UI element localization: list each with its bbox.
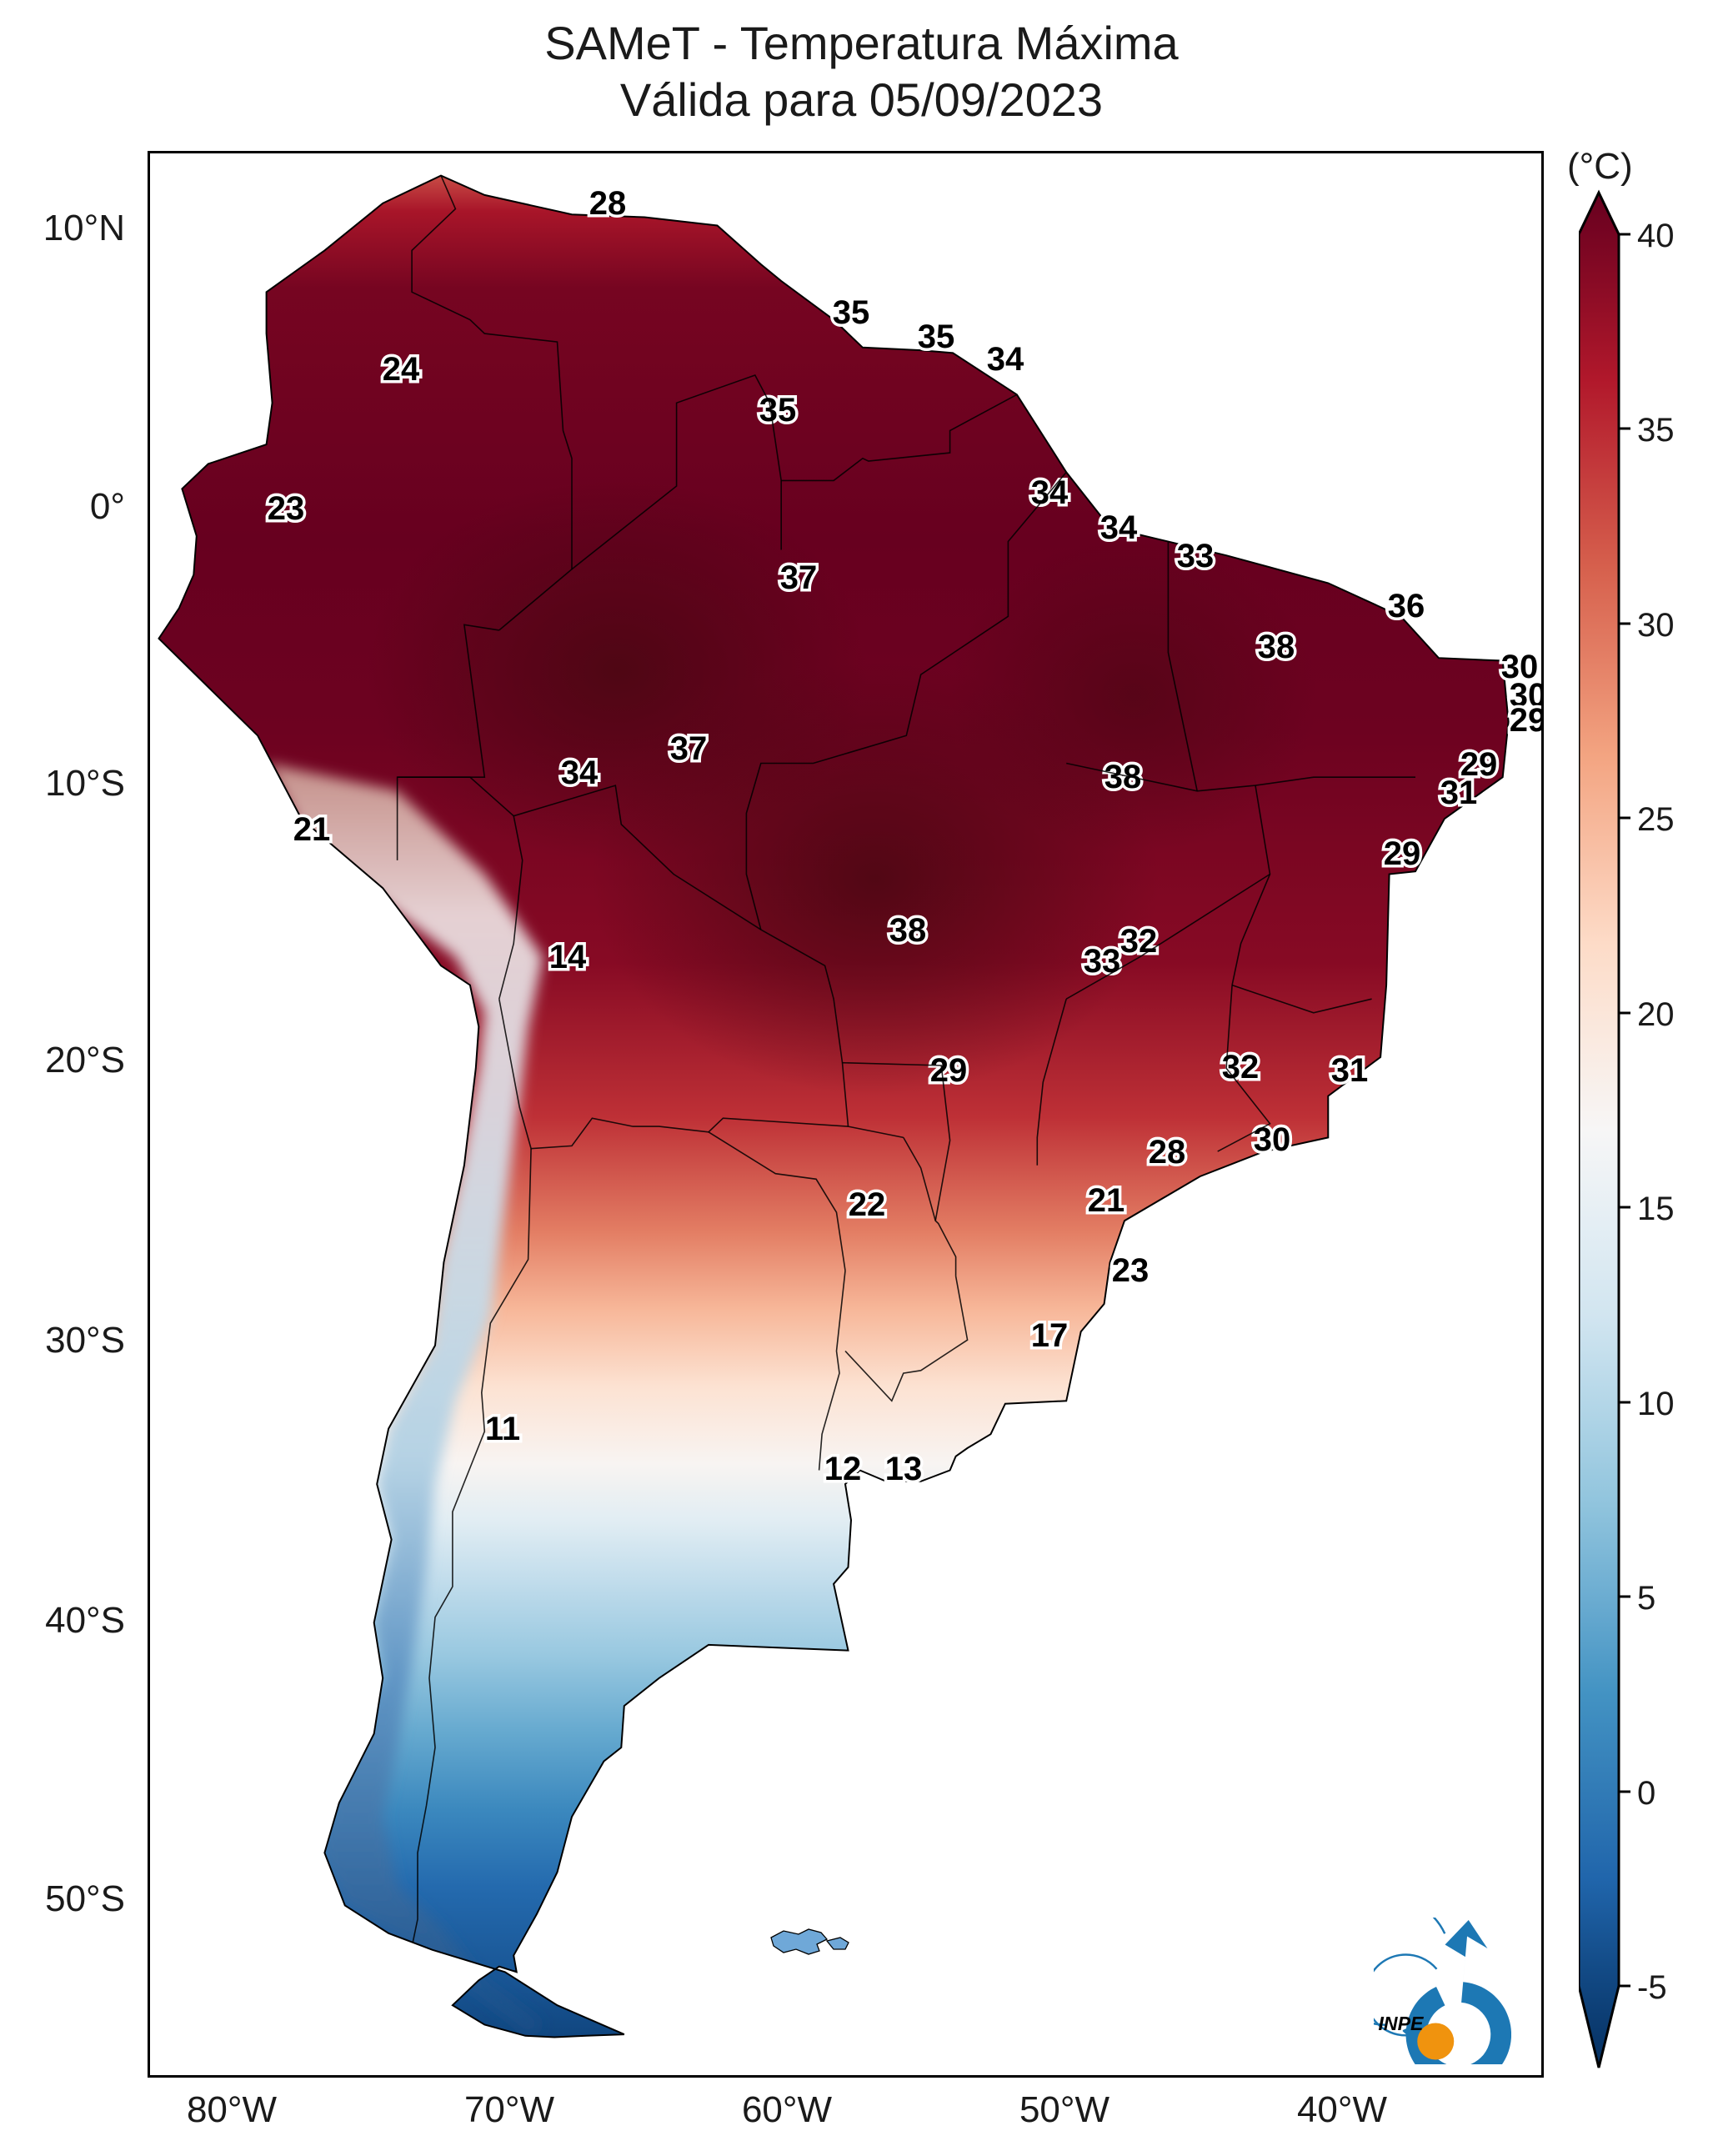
svg-text:38: 38 <box>1258 629 1295 665</box>
svg-text:20: 20 <box>1637 996 1675 1033</box>
svg-text:21: 21 <box>1088 1182 1125 1219</box>
svg-text:0: 0 <box>1637 1775 1655 1812</box>
svg-text:32: 32 <box>1120 923 1158 960</box>
svg-text:14: 14 <box>549 939 587 975</box>
svg-text:34: 34 <box>561 755 599 791</box>
svg-text:12: 12 <box>824 1451 862 1487</box>
svg-text:21: 21 <box>293 811 331 848</box>
svg-text:38: 38 <box>889 912 927 949</box>
svg-text:29: 29 <box>1384 835 1421 872</box>
svg-text:30: 30 <box>1254 1121 1291 1158</box>
svg-text:13: 13 <box>885 1451 923 1487</box>
svg-text:37: 37 <box>670 730 708 767</box>
svg-text:28: 28 <box>589 185 627 222</box>
svg-text:33: 33 <box>1177 538 1215 574</box>
svg-text:29: 29 <box>930 1052 968 1089</box>
svg-text:5: 5 <box>1637 1580 1655 1617</box>
svg-text:33: 33 <box>1084 943 1121 980</box>
svg-text:31: 31 <box>1440 775 1478 811</box>
svg-text:37: 37 <box>780 559 818 596</box>
svg-text:29: 29 <box>1510 702 1544 739</box>
svg-text:31: 31 <box>1331 1052 1369 1089</box>
svg-text:34: 34 <box>1100 509 1138 546</box>
svg-text:35: 35 <box>833 294 870 331</box>
svg-text:35: 35 <box>918 318 955 355</box>
svg-text:36: 36 <box>1388 588 1425 624</box>
svg-text:38: 38 <box>1104 759 1142 795</box>
svg-text:24: 24 <box>383 351 420 388</box>
svg-text:35: 35 <box>759 392 797 429</box>
svg-text:23: 23 <box>268 490 305 527</box>
svg-text:34: 34 <box>987 341 1024 378</box>
svg-text:22: 22 <box>849 1186 886 1223</box>
svg-text:35: 35 <box>1637 412 1675 449</box>
svg-text:28: 28 <box>1149 1134 1186 1171</box>
svg-text:40: 40 <box>1637 218 1675 254</box>
svg-text:30: 30 <box>1637 607 1675 644</box>
svg-text:15: 15 <box>1637 1191 1675 1227</box>
svg-text:25: 25 <box>1637 801 1675 838</box>
svg-text:17: 17 <box>1031 1317 1069 1354</box>
svg-text:10: 10 <box>1637 1386 1675 1422</box>
svg-text:23: 23 <box>1112 1252 1150 1289</box>
svg-text:INPE: INPE <box>1379 2013 1424 2034</box>
svg-text:11: 11 <box>485 1411 520 1447</box>
svg-text:-5: -5 <box>1637 1969 1667 2006</box>
